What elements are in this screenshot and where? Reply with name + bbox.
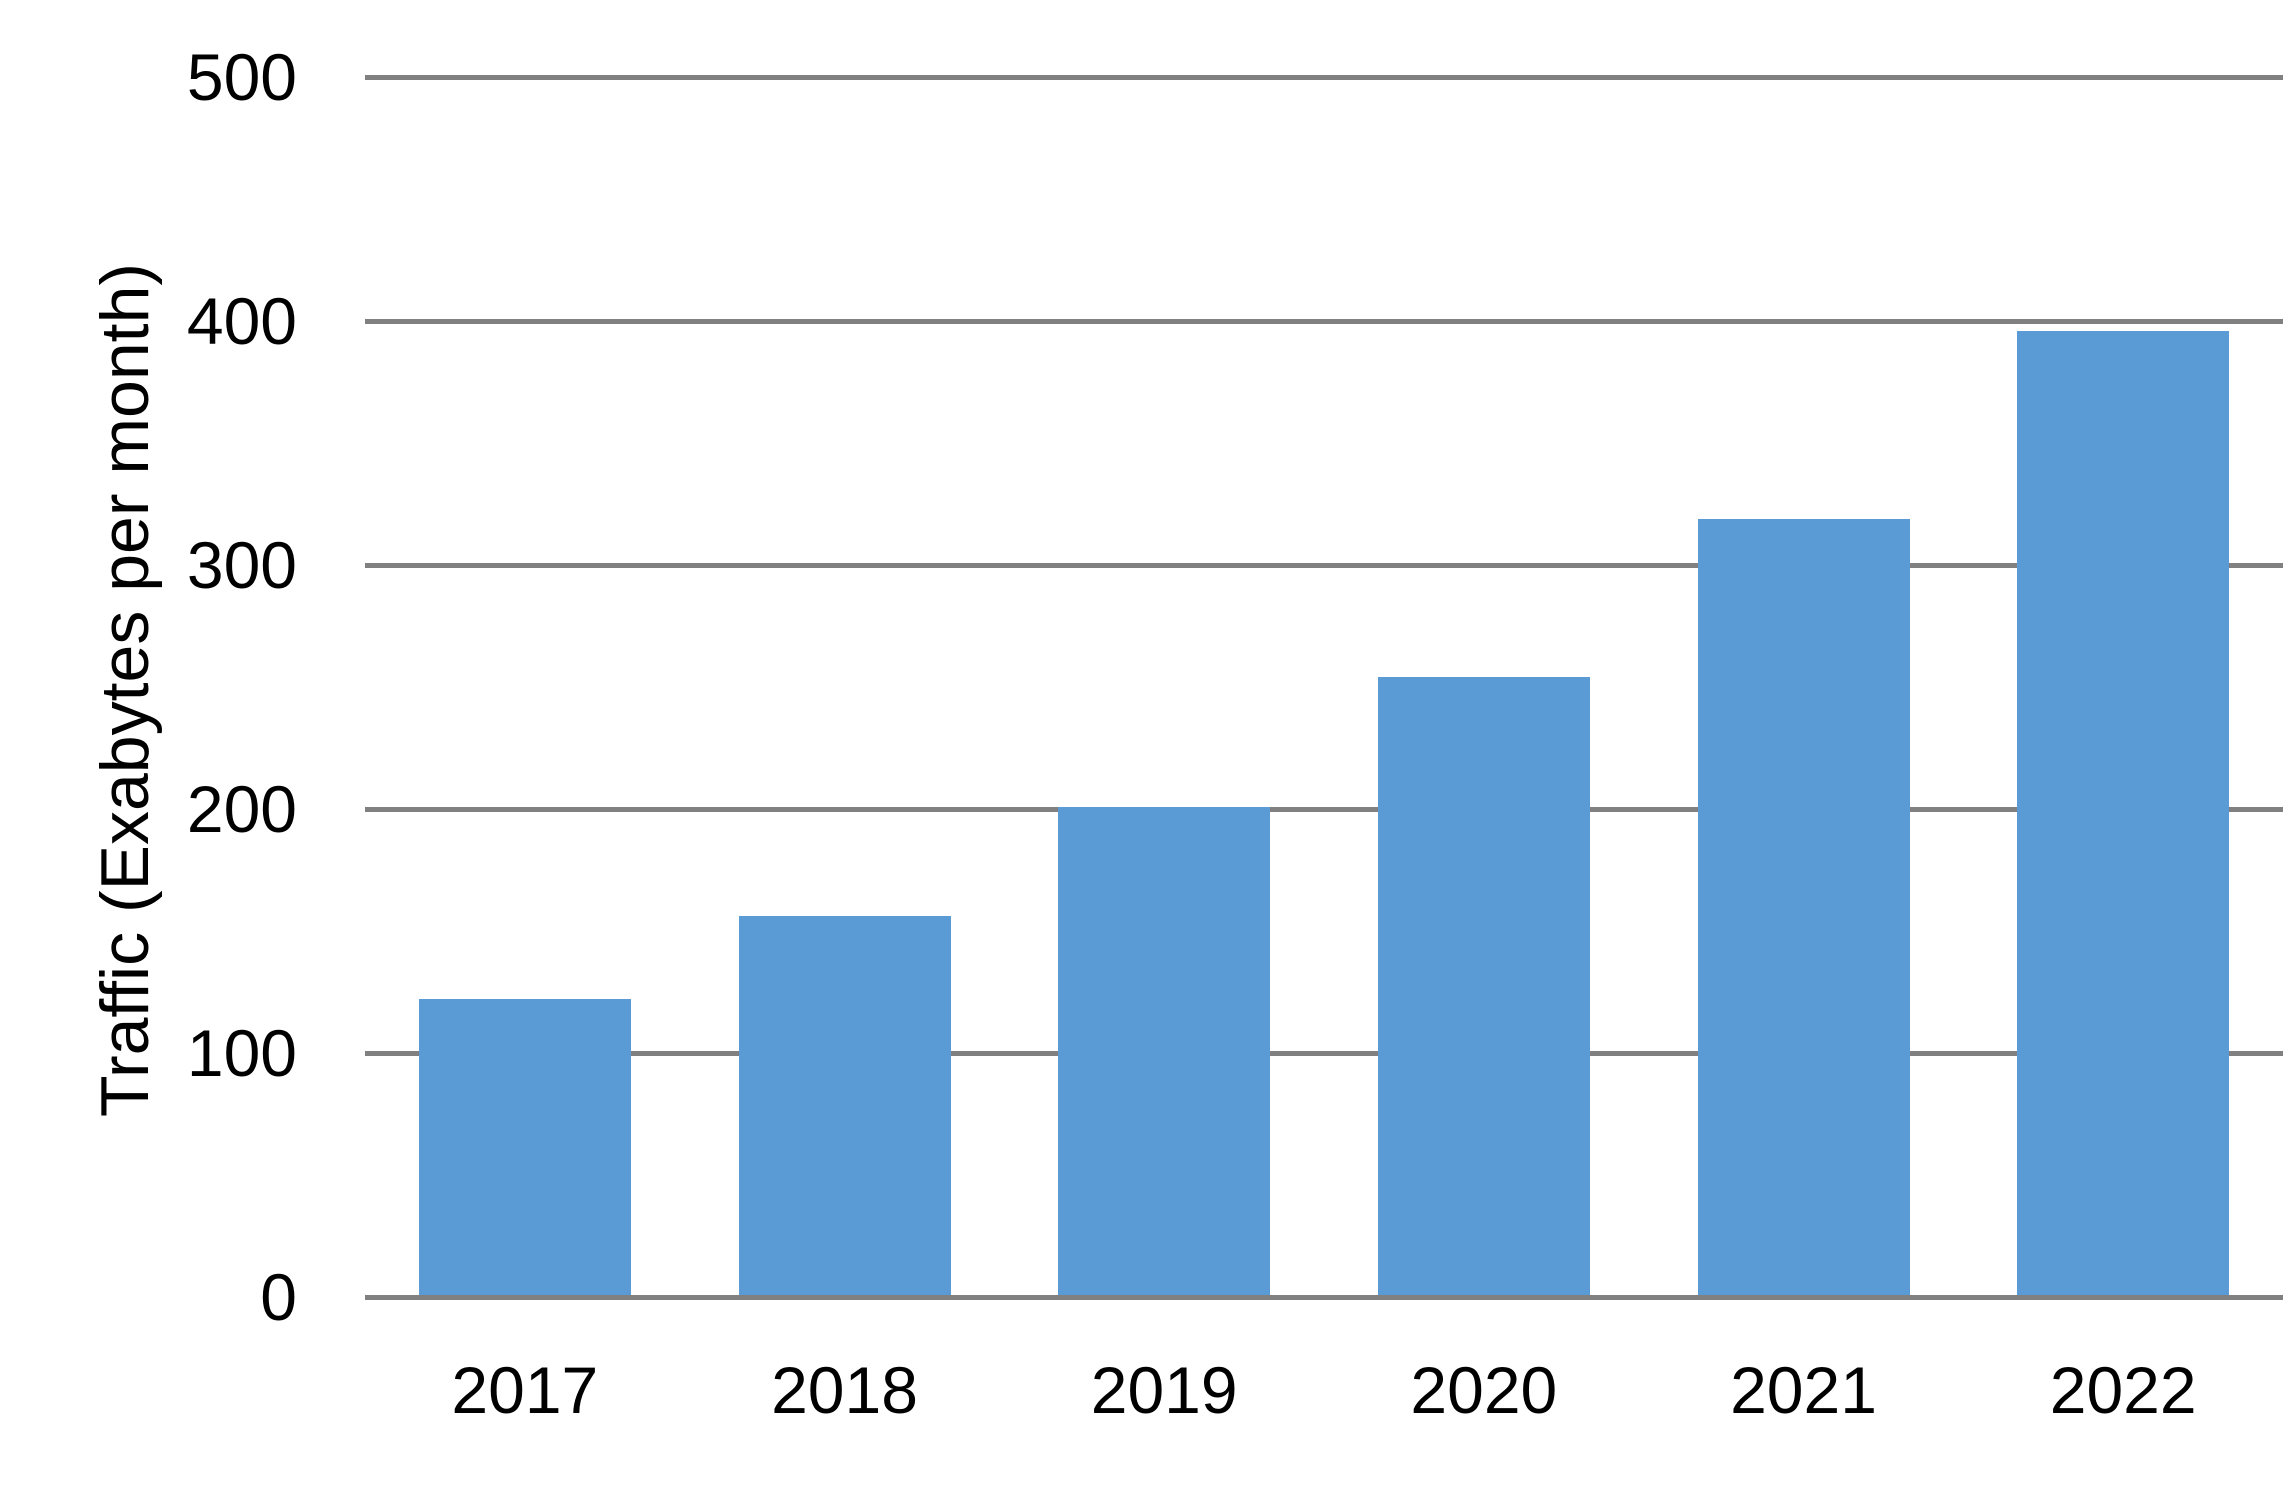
gridline-300 <box>365 562 2283 568</box>
bar-2021 <box>1697 518 1910 1297</box>
bar-2019 <box>1058 806 1271 1297</box>
y-tick-label-200: 200 <box>186 772 297 846</box>
x-tick-label-2017: 2017 <box>451 1353 599 1427</box>
y-tick-label-100: 100 <box>186 1016 297 1090</box>
gridline-0 <box>365 1294 2283 1300</box>
gridline-200 <box>365 806 2283 812</box>
x-tick-label-2021: 2021 <box>1730 1353 1877 1427</box>
gridline-500 <box>365 74 2283 80</box>
x-tick-label-2020: 2020 <box>1410 1353 1558 1427</box>
bar-2022 <box>2017 330 2230 1297</box>
y-tick-label-0: 0 <box>260 1260 297 1334</box>
gridline-100 <box>365 1050 2283 1056</box>
y-tick-label-500: 500 <box>186 40 297 114</box>
gridline-400 <box>365 318 2283 324</box>
y-tick-label-400: 400 <box>186 284 297 358</box>
x-tick-label-2019: 2019 <box>1090 1353 1238 1427</box>
y-tick-label-300: 300 <box>186 528 297 602</box>
bar-2017 <box>418 999 631 1297</box>
x-tick-label-2022: 2022 <box>2049 1353 2197 1427</box>
bar-2020 <box>1377 677 1590 1297</box>
bar-2018 <box>738 916 951 1297</box>
x-tick-label-2018: 2018 <box>771 1353 918 1427</box>
